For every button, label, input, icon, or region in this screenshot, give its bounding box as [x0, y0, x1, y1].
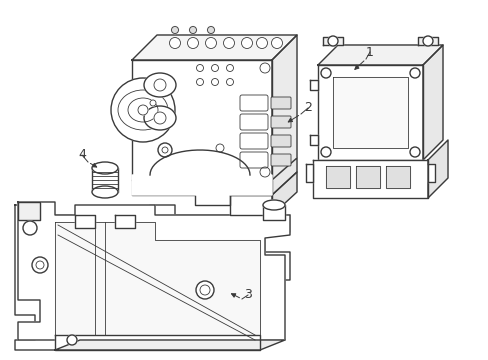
Circle shape [211, 78, 218, 85]
Circle shape [23, 221, 37, 235]
Polygon shape [385, 166, 409, 188]
Circle shape [67, 335, 77, 345]
Text: 1: 1 [366, 45, 373, 58]
FancyBboxPatch shape [270, 135, 290, 147]
Polygon shape [271, 158, 296, 195]
Circle shape [241, 37, 252, 49]
Circle shape [150, 100, 156, 106]
Polygon shape [55, 340, 285, 350]
Text: 2: 2 [304, 102, 311, 114]
Polygon shape [317, 65, 422, 160]
Polygon shape [132, 180, 271, 205]
FancyBboxPatch shape [240, 114, 267, 130]
Polygon shape [309, 80, 317, 90]
Circle shape [200, 285, 209, 295]
Polygon shape [309, 135, 317, 145]
Polygon shape [18, 202, 40, 220]
Polygon shape [325, 166, 349, 188]
FancyBboxPatch shape [270, 154, 290, 166]
Polygon shape [427, 164, 434, 182]
Polygon shape [132, 35, 296, 60]
Text: 3: 3 [244, 288, 251, 301]
Circle shape [226, 78, 233, 85]
FancyBboxPatch shape [240, 133, 267, 149]
Polygon shape [92, 168, 118, 192]
Circle shape [196, 281, 214, 299]
Circle shape [211, 64, 218, 72]
Ellipse shape [143, 73, 176, 97]
Circle shape [154, 79, 165, 91]
Circle shape [111, 78, 175, 142]
Circle shape [196, 78, 203, 85]
Circle shape [327, 36, 337, 46]
Circle shape [171, 27, 178, 33]
Polygon shape [15, 205, 289, 350]
Circle shape [36, 261, 44, 269]
Circle shape [216, 144, 224, 152]
FancyBboxPatch shape [270, 97, 290, 109]
Polygon shape [417, 37, 437, 45]
Circle shape [187, 37, 198, 49]
Polygon shape [229, 195, 271, 215]
Polygon shape [18, 202, 289, 340]
FancyBboxPatch shape [240, 152, 267, 168]
Ellipse shape [92, 186, 118, 198]
Circle shape [154, 112, 165, 124]
Polygon shape [305, 164, 312, 182]
Circle shape [320, 68, 330, 78]
Ellipse shape [263, 200, 285, 210]
Polygon shape [115, 215, 135, 228]
Polygon shape [271, 35, 296, 180]
Circle shape [32, 257, 48, 273]
Polygon shape [355, 166, 379, 188]
Ellipse shape [128, 98, 158, 122]
Circle shape [226, 64, 233, 72]
Polygon shape [312, 160, 427, 198]
Circle shape [256, 37, 267, 49]
Circle shape [223, 37, 234, 49]
Circle shape [409, 68, 419, 78]
Text: 4: 4 [78, 148, 86, 162]
Polygon shape [317, 45, 442, 65]
Polygon shape [132, 150, 271, 195]
Polygon shape [75, 215, 95, 228]
Polygon shape [271, 172, 296, 215]
Circle shape [162, 147, 168, 153]
Circle shape [271, 37, 282, 49]
Circle shape [422, 36, 432, 46]
Polygon shape [427, 140, 447, 198]
Circle shape [320, 147, 330, 157]
FancyBboxPatch shape [240, 95, 267, 111]
Polygon shape [332, 77, 407, 148]
Ellipse shape [118, 90, 168, 130]
Polygon shape [55, 222, 260, 335]
Polygon shape [55, 335, 260, 350]
Circle shape [158, 143, 172, 157]
Circle shape [189, 27, 196, 33]
Circle shape [409, 147, 419, 157]
Circle shape [205, 37, 216, 49]
Circle shape [260, 63, 269, 73]
Polygon shape [263, 205, 285, 220]
Circle shape [260, 167, 269, 177]
Circle shape [196, 64, 203, 72]
Polygon shape [323, 37, 342, 45]
Ellipse shape [143, 106, 176, 130]
Ellipse shape [92, 162, 118, 174]
Circle shape [207, 27, 214, 33]
Circle shape [169, 37, 180, 49]
FancyBboxPatch shape [270, 116, 290, 128]
Polygon shape [422, 45, 442, 160]
Polygon shape [132, 60, 271, 180]
Circle shape [138, 105, 148, 115]
